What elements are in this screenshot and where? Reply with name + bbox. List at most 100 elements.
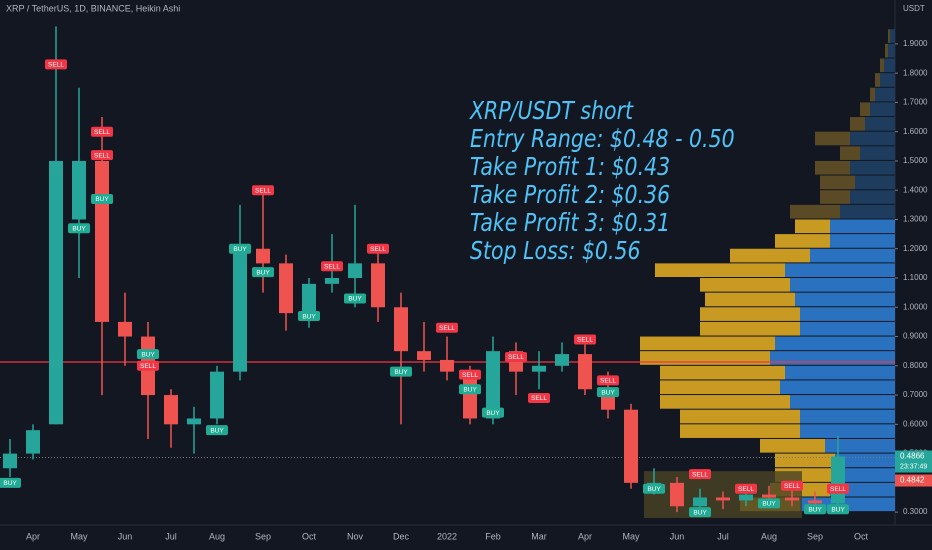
signal-label: BUY — [394, 369, 408, 376]
profile-down — [795, 219, 830, 234]
candle-body — [325, 278, 339, 284]
y-tick-label: 1.6000 — [903, 127, 928, 136]
signal-label: BUY — [647, 486, 661, 493]
candle-body — [26, 430, 40, 454]
prev-close-label: 0.4842 — [900, 476, 925, 485]
y-tick-label: 0.9000 — [903, 332, 928, 341]
candle-body — [716, 497, 730, 501]
x-tick-label: Jun — [670, 531, 685, 541]
profile-down — [775, 453, 835, 468]
candle-body — [233, 248, 247, 372]
profile-down — [815, 131, 850, 146]
candle-body — [72, 160, 86, 220]
signal-label: BUY — [141, 351, 155, 358]
signal-box — [367, 243, 389, 254]
profile-up — [884, 58, 895, 73]
profile-up — [835, 468, 895, 482]
signal-label: SELL — [531, 395, 547, 402]
profile-down — [880, 58, 884, 73]
profile-down — [730, 248, 810, 263]
signal-box — [45, 59, 67, 70]
x-tick-label: Sep — [255, 531, 271, 541]
profile-up — [870, 102, 895, 117]
x-tick-label: May — [622, 531, 640, 541]
signal-label: BUY — [762, 501, 776, 508]
profile-up — [790, 395, 895, 409]
annotation-line: XRP/USDT short — [469, 97, 634, 125]
profile-down — [700, 321, 800, 336]
signal-label: BUY — [3, 480, 17, 487]
y-tick-label: 1.2000 — [903, 244, 928, 253]
candle-body — [532, 365, 546, 372]
signal-box — [459, 369, 481, 380]
profile-up — [855, 175, 895, 190]
candle-body — [164, 395, 178, 425]
signal-box — [206, 425, 228, 436]
signal-box — [459, 384, 481, 395]
x-tick-label: Jul — [717, 531, 729, 541]
candle-body — [486, 351, 500, 419]
candle-body — [417, 351, 431, 360]
candle-body — [555, 354, 569, 366]
x-tick-label: Sep — [807, 531, 823, 541]
signal-label: BUY — [95, 196, 109, 203]
profile-up — [830, 219, 895, 234]
signal-box — [689, 469, 711, 480]
y-tick-label: 1.1000 — [903, 273, 928, 282]
profile-up — [810, 248, 895, 263]
y-tick-label: 1.9000 — [903, 39, 928, 48]
profile-up — [850, 131, 895, 146]
profile-down — [655, 263, 785, 278]
profile-up — [785, 263, 895, 278]
signal-box — [390, 366, 412, 377]
profile-down — [790, 204, 840, 219]
signal-label: BUY — [831, 506, 845, 513]
signal-label: SELL — [738, 486, 754, 493]
annotation-line: Take Profit 3: $0.31 — [470, 209, 670, 237]
profile-down — [760, 438, 825, 453]
signal-box — [298, 311, 320, 322]
signal-label: BUY — [808, 506, 822, 513]
profile-down — [888, 29, 890, 43]
signal-label: SELL — [577, 337, 593, 344]
profile-down — [815, 160, 850, 175]
last-price-box — [895, 450, 932, 473]
signal-box — [804, 504, 826, 515]
signal-label: BUY — [302, 313, 316, 320]
signal-box — [137, 349, 159, 360]
annotation-line: Entry Range: $0.48 - 0.50 — [470, 125, 735, 153]
signal-label: SELL — [370, 246, 386, 253]
x-tick-label: Apr — [578, 531, 592, 541]
profile-up — [860, 146, 895, 160]
profile-down — [660, 380, 780, 395]
candle-body — [693, 497, 707, 507]
candle-body — [624, 409, 638, 483]
candle-body — [279, 263, 293, 314]
annotation-line: Take Profit 2: $0.36 — [470, 181, 670, 209]
profile-up — [830, 234, 895, 248]
profile-up — [790, 278, 895, 292]
signal-label: SELL — [692, 471, 708, 478]
signal-label: BUY — [693, 509, 707, 516]
signal-label: SELL — [600, 378, 616, 385]
signal-box — [252, 267, 274, 278]
y-tick-label: 0.3000 — [903, 507, 928, 516]
annotation-line: Take Profit 1: $0.43 — [470, 153, 670, 181]
signal-label: SELL — [830, 486, 846, 493]
profile-down — [700, 278, 790, 292]
candle-body — [647, 482, 661, 484]
profile-up — [800, 409, 895, 424]
profile-down — [680, 424, 800, 438]
profile-up — [865, 117, 895, 131]
signal-label: BUY — [210, 427, 224, 434]
profile-down — [820, 190, 850, 204]
signal-box — [91, 150, 113, 161]
profile-up — [850, 190, 895, 204]
candle-body — [440, 359, 454, 372]
signal-box — [528, 392, 550, 403]
signal-box — [758, 498, 780, 509]
candle-body — [3, 453, 17, 469]
signal-box — [597, 387, 619, 398]
signal-box — [505, 352, 527, 363]
